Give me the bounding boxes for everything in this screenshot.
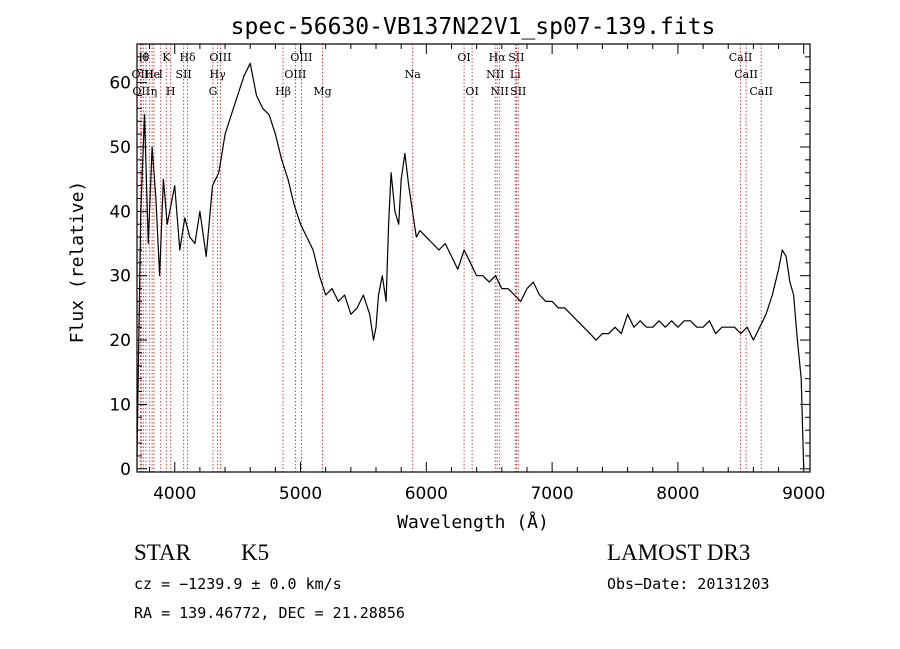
line-label: SII	[508, 51, 524, 64]
line-label: OI	[457, 51, 470, 64]
line-label: G	[209, 85, 218, 98]
observation-date: Obs−Date: 20131203	[607, 575, 770, 593]
line-label: OIII	[209, 51, 231, 64]
plot-frame	[136, 43, 811, 473]
line-label: Na	[405, 68, 422, 81]
line-label: Li	[510, 68, 521, 81]
y-tick-label: 10	[109, 395, 131, 415]
line-label: OII	[132, 85, 150, 98]
y-tick-label: 0	[120, 460, 131, 480]
line-label: H	[166, 85, 176, 98]
line-label: Hδ	[179, 51, 196, 64]
x-axis-label: Wavelength (Å)	[397, 511, 549, 533]
line-label: η	[151, 85, 158, 98]
line-label: OIII	[284, 68, 306, 81]
line-label: NII	[486, 68, 504, 81]
line-label: Mg	[313, 85, 331, 98]
line-label: SII	[176, 68, 192, 81]
line-label: OI	[465, 85, 478, 98]
line-label: He	[144, 68, 160, 81]
line-label: OIII	[290, 51, 312, 64]
x-tick-label: 7000	[530, 484, 573, 504]
y-tick-label: 30	[109, 267, 131, 287]
spectral-line-markers: OIIOIIHθHHeηIKHSIIHδGHγOIIIHβOIIIOIIIMgN…	[132, 44, 773, 472]
line-label: NII	[491, 85, 509, 98]
object-type: STAR	[134, 540, 191, 565]
x-tick-label: 4000	[153, 484, 196, 504]
line-label: I	[159, 68, 163, 81]
chart-title: spec-56630-VB137N22V1_sp07-139.fits	[231, 14, 716, 40]
spectrum-line	[136, 62, 805, 469]
x-tick-label: 6000	[405, 484, 448, 504]
x-tick-label: 5000	[279, 484, 322, 504]
line-label: CaII	[729, 51, 753, 64]
axes: 4000 5000 6000 7000 8000 9000 0 10 20 30 40 50 60	[109, 43, 825, 504]
line-label: H	[138, 51, 148, 64]
line-label: Hβ	[275, 85, 291, 98]
line-label: CaII	[734, 68, 758, 81]
survey-name: LAMOST DR3	[607, 540, 751, 565]
y-tick-label: 60	[109, 74, 131, 94]
y-tick-label: 50	[109, 138, 131, 158]
line-label: K	[162, 51, 171, 64]
redshift-velocity: cz = −1239.9 ± 0.0 km/s	[134, 575, 342, 593]
sky-coordinates: RA = 139.46772, DEC = 21.28856	[134, 604, 405, 622]
x-tick-label: 8000	[656, 484, 699, 504]
line-label: Hα	[489, 51, 507, 64]
y-tick-label: 20	[109, 331, 131, 351]
y-axis-label: Flux (relative)	[67, 181, 88, 344]
object-subclass: K5	[241, 540, 270, 565]
line-label: OII	[132, 68, 150, 81]
line-label: Hγ	[210, 68, 227, 81]
line-label: CaII	[749, 85, 773, 98]
spectrum-series	[136, 62, 805, 469]
x-tick-label: 9000	[782, 484, 825, 504]
line-label: H	[145, 68, 155, 81]
y-tick-label: 40	[109, 202, 131, 222]
line-label: SII	[510, 85, 526, 98]
line-label: θ	[143, 51, 150, 64]
